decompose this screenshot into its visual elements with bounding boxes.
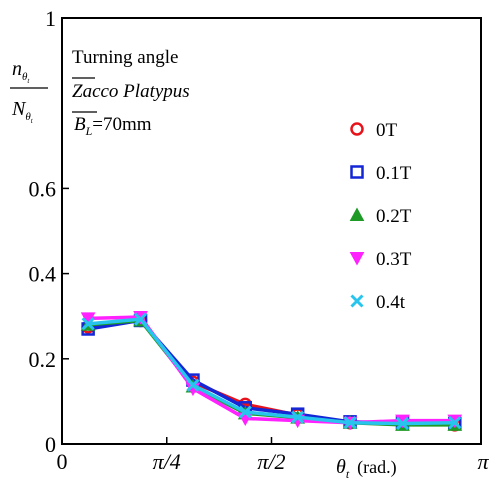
data-point xyxy=(81,317,95,331)
y-tick-label: 0.4 xyxy=(29,262,57,287)
data-point xyxy=(186,378,200,392)
legend-label: 0T xyxy=(376,120,398,141)
y-axis-label: nθt Nθt xyxy=(10,58,48,125)
legend-marker xyxy=(350,122,364,136)
legend-marker xyxy=(349,252,365,266)
series-0.1T xyxy=(81,313,462,431)
y-label-denominator: Nθt xyxy=(11,98,34,125)
annotation-line3-value: =70mm xyxy=(92,114,151,135)
legend-label: 0.1T xyxy=(376,163,412,184)
legend-label: 0.3T xyxy=(376,249,412,270)
data-point xyxy=(395,416,410,431)
x-tick-label: π/2 xyxy=(257,449,285,474)
legend: 0T 0.1T 0.2T 0.3T 0.4t xyxy=(349,120,412,313)
legend-item: 0.3T xyxy=(349,249,412,270)
series-line xyxy=(88,315,455,425)
x-tick-label: π xyxy=(477,449,489,474)
annotation-line1: Turning angle xyxy=(72,47,178,68)
legend-marker xyxy=(350,165,364,179)
annotation-line2: Zacco Platypus xyxy=(72,81,190,102)
legend-label: 0.4t xyxy=(376,292,406,313)
annotation-line3-symbol: B xyxy=(74,114,86,135)
legend-item: 0T xyxy=(350,120,398,141)
y-label-numerator: nθt xyxy=(12,58,30,85)
legend-marker xyxy=(350,294,364,308)
legend-item: 0.4t xyxy=(350,292,406,313)
data-point xyxy=(343,416,357,430)
annotation-line3-subscript: L xyxy=(85,124,93,138)
y-tick-label: 0.2 xyxy=(29,347,57,372)
ticks: 0 π/4 π/2 π 0 0.2 0.4 0.6 1 xyxy=(29,6,490,474)
legend-item: 0.1T xyxy=(350,163,412,184)
data-point xyxy=(291,410,305,424)
x-axis-label: θt (rad.) xyxy=(336,456,397,479)
y-tick-label: 0.6 xyxy=(29,176,57,201)
data-point xyxy=(133,312,148,326)
x-tick-label: π/4 xyxy=(153,449,181,474)
series-line xyxy=(87,317,455,426)
legend-marker xyxy=(349,207,365,221)
annotation-line3: BL=70mm xyxy=(74,114,152,138)
x-tick-label: 0 xyxy=(57,449,68,474)
legend-item: 0.2T xyxy=(349,206,412,227)
legend-label: 0.2T xyxy=(376,206,412,227)
series-layer xyxy=(80,311,463,432)
series-0.4t xyxy=(81,312,462,431)
data-point xyxy=(448,416,462,430)
y-tick-label: 0 xyxy=(45,432,56,457)
series-line xyxy=(87,318,455,427)
y-tick-label: 1 xyxy=(45,6,56,31)
data-point xyxy=(238,405,252,419)
